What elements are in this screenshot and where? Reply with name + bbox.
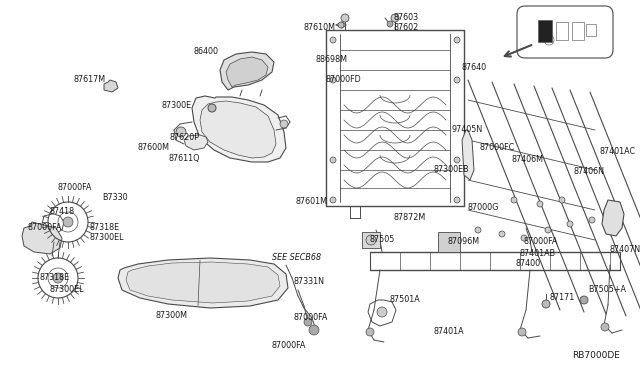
Polygon shape <box>200 101 276 158</box>
Text: 87300EB: 87300EB <box>434 166 470 174</box>
Text: 87418: 87418 <box>50 208 75 217</box>
Circle shape <box>499 231 505 237</box>
Text: 97405N: 97405N <box>452 125 483 135</box>
Circle shape <box>330 37 336 43</box>
Polygon shape <box>226 57 268 87</box>
Polygon shape <box>438 232 460 252</box>
Text: 87601M: 87601M <box>296 198 328 206</box>
Text: 88698M: 88698M <box>315 55 347 64</box>
Circle shape <box>280 120 288 128</box>
Circle shape <box>454 157 460 163</box>
Text: 87401A: 87401A <box>434 327 465 337</box>
Text: 87171: 87171 <box>550 294 575 302</box>
Text: 87300EL: 87300EL <box>90 234 125 243</box>
Circle shape <box>475 227 481 233</box>
Circle shape <box>53 273 63 283</box>
Circle shape <box>176 127 186 137</box>
Circle shape <box>601 323 609 331</box>
Text: 87640: 87640 <box>462 64 487 73</box>
Circle shape <box>338 22 344 28</box>
Text: 87000FA: 87000FA <box>272 340 307 350</box>
Text: 87000FA: 87000FA <box>58 183 92 192</box>
Circle shape <box>559 197 565 203</box>
Circle shape <box>330 77 336 83</box>
Circle shape <box>454 77 460 83</box>
Text: 87505: 87505 <box>370 235 396 244</box>
Circle shape <box>341 14 349 22</box>
Circle shape <box>330 157 336 163</box>
Text: 87331N: 87331N <box>294 278 325 286</box>
Circle shape <box>208 104 216 112</box>
Text: 87610M: 87610M <box>303 23 335 32</box>
Circle shape <box>580 296 588 304</box>
Polygon shape <box>22 222 62 254</box>
Polygon shape <box>362 232 380 248</box>
Text: 87000G: 87000G <box>468 203 499 212</box>
Text: 87602: 87602 <box>393 23 419 32</box>
Bar <box>586 24 596 36</box>
Text: 87406M: 87406M <box>512 155 544 164</box>
Circle shape <box>454 197 460 203</box>
Circle shape <box>366 328 374 336</box>
Circle shape <box>537 201 543 207</box>
Text: 87407N: 87407N <box>610 246 640 254</box>
Circle shape <box>309 325 319 335</box>
Text: B7505+A: B7505+A <box>588 285 626 295</box>
Polygon shape <box>462 130 474 180</box>
Text: 87406N: 87406N <box>574 167 605 176</box>
Text: 87617M: 87617M <box>74 76 106 84</box>
Circle shape <box>521 235 527 241</box>
Text: 87300EL: 87300EL <box>50 285 84 295</box>
Text: 87000FA: 87000FA <box>294 314 328 323</box>
Text: 87000FA: 87000FA <box>28 224 62 232</box>
Polygon shape <box>104 80 118 92</box>
Text: 87401AB: 87401AB <box>520 250 556 259</box>
Circle shape <box>330 197 336 203</box>
Circle shape <box>304 318 312 326</box>
Circle shape <box>518 328 526 336</box>
Circle shape <box>391 14 399 22</box>
Circle shape <box>542 300 550 308</box>
Circle shape <box>511 197 517 203</box>
Text: 87620P: 87620P <box>170 134 200 142</box>
Bar <box>538 20 552 42</box>
Polygon shape <box>220 52 274 90</box>
Polygon shape <box>192 96 286 162</box>
Text: 87400: 87400 <box>516 260 541 269</box>
Polygon shape <box>184 135 208 150</box>
Text: 87096M: 87096M <box>448 237 480 247</box>
Circle shape <box>366 235 376 245</box>
Circle shape <box>63 217 73 227</box>
Text: 87000FD: 87000FD <box>325 76 361 84</box>
Circle shape <box>387 21 393 27</box>
Circle shape <box>454 37 460 43</box>
Text: SEE SECB68: SEE SECB68 <box>272 253 321 263</box>
Circle shape <box>377 307 387 317</box>
Polygon shape <box>126 262 280 303</box>
Text: 87300M: 87300M <box>156 311 188 320</box>
Text: 87501A: 87501A <box>390 295 420 305</box>
Bar <box>572 22 584 40</box>
Text: 87318E: 87318E <box>90 224 120 232</box>
Text: 87318E: 87318E <box>40 273 70 282</box>
Bar <box>556 22 568 40</box>
Circle shape <box>545 227 551 233</box>
Polygon shape <box>602 200 624 236</box>
Text: 87300E: 87300E <box>162 100 192 109</box>
Text: RB7000DE: RB7000DE <box>572 352 620 360</box>
Text: B7330: B7330 <box>102 193 127 202</box>
Text: 87000FA: 87000FA <box>524 237 558 247</box>
Text: 87872M: 87872M <box>394 214 426 222</box>
Text: 87611Q: 87611Q <box>168 154 200 163</box>
Text: 87603: 87603 <box>393 13 418 22</box>
Polygon shape <box>118 258 288 308</box>
Circle shape <box>567 221 573 227</box>
Circle shape <box>589 217 595 223</box>
Text: 87600M: 87600M <box>138 144 170 153</box>
Text: 87401AC: 87401AC <box>600 148 636 157</box>
Text: 86400: 86400 <box>193 48 218 57</box>
Text: 87000FC: 87000FC <box>480 144 515 153</box>
